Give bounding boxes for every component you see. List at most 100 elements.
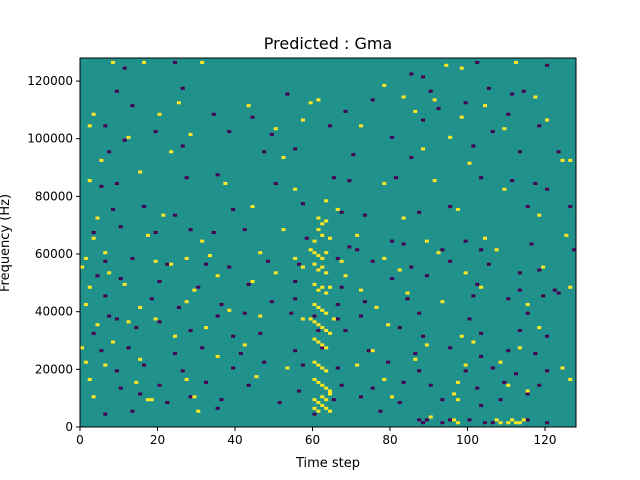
heatmap-cell-high (382, 83, 387, 87)
heatmap-cell-low (331, 176, 336, 180)
x-tick-label: 20 (150, 433, 165, 447)
heatmap-cell-high (246, 104, 251, 108)
heatmap-cell-low (238, 352, 243, 356)
heatmap-cell-high (324, 199, 329, 203)
y-tick-label: 40000 (35, 305, 73, 319)
heatmap-cell-low (293, 279, 298, 284)
heatmap-cell-low (107, 314, 112, 318)
heatmap-cell-high (455, 380, 460, 384)
heatmap-cell-low (498, 398, 503, 402)
heatmap-cell-low (273, 181, 278, 185)
heatmap-cell-low (215, 173, 220, 177)
heatmap-cell-high (184, 300, 189, 304)
heatmap-cell-high (169, 150, 174, 154)
heatmap-cell-high (459, 334, 464, 338)
heatmap-cell-low (211, 112, 216, 116)
heatmap-cell-low (227, 130, 232, 134)
heatmap-cell-high (459, 115, 464, 119)
heatmap-cell-low (180, 86, 185, 90)
heatmap-cell-high (312, 320, 317, 324)
heatmap-cell-low (153, 130, 158, 134)
heatmap-cell-high (328, 392, 333, 396)
heatmap-cell-high (254, 375, 259, 379)
heatmap-cell-high (517, 421, 522, 425)
heatmap-cell-high (200, 60, 205, 64)
heatmap-cell-low (370, 259, 375, 263)
heatmap-cell-low (149, 297, 154, 301)
heatmap-cell-high (80, 265, 85, 269)
heatmap-cell-high (312, 262, 317, 266)
heatmap-cell-low (521, 89, 526, 93)
heatmap-cell-high (510, 418, 515, 422)
heatmap-cells (80, 60, 577, 425)
heatmap-cell-low (300, 363, 305, 367)
heatmap-cell-high (320, 308, 325, 312)
heatmap-cell-low (486, 262, 491, 266)
x-tick-label: 0 (76, 433, 84, 447)
heatmap-cell-low (479, 331, 484, 335)
heatmap-cell-low (103, 294, 108, 298)
heatmap-cell-low (556, 291, 561, 295)
heatmap-cell-high (207, 254, 212, 258)
heatmap-cell-high (324, 311, 329, 315)
heatmap-cell-low (99, 184, 104, 188)
heatmap-cell-high (122, 282, 127, 286)
heatmap-cell-high (142, 60, 147, 64)
heatmap-cell-low (448, 346, 453, 350)
heatmap-cell-high (227, 308, 232, 312)
x-tick-label: 80 (382, 433, 397, 447)
heatmap-cell-low (525, 311, 530, 315)
heatmap-cell-low (312, 314, 317, 318)
heatmap-cell-high (359, 288, 364, 292)
heatmap-cell-low (91, 230, 96, 234)
heatmap-cell-low (475, 282, 480, 286)
heatmap-cell-high (215, 274, 220, 278)
heatmap-cell-low (463, 369, 468, 373)
heatmap-cell-low (533, 352, 538, 356)
heatmap-cell-high (424, 239, 429, 243)
heatmap-cell-low (467, 317, 472, 321)
heatmap-cell-low (118, 386, 123, 390)
x-axis: 0 20 40 60 80 100 120 (76, 427, 556, 447)
heatmap-cell-low (475, 386, 480, 390)
heatmap-cell-high (320, 326, 325, 330)
heatmap-cell-high (370, 349, 375, 353)
heatmap-cell-low (517, 328, 522, 333)
heatmap-cell-high (184, 377, 189, 382)
heatmap-cell-low (471, 294, 476, 298)
heatmap-cell-low (262, 150, 267, 154)
heatmap-cell-low (440, 398, 445, 402)
heatmap-cell-high (293, 256, 298, 260)
heatmap-cell-low (180, 144, 185, 148)
heatmap-cell-high (95, 323, 100, 327)
heatmap-cell-low (118, 225, 123, 229)
heatmap-cell-low (448, 205, 453, 209)
heatmap-cell-low (533, 181, 538, 185)
heatmap-cell-low (525, 418, 530, 422)
heatmap-cell-low (118, 277, 123, 281)
heatmap-cell-low (343, 109, 348, 113)
heatmap-cell-high (192, 288, 197, 292)
heatmap-cell-low (173, 60, 178, 64)
heatmap-cell-low (525, 205, 530, 209)
heatmap-cell-low (138, 392, 143, 396)
heatmap-cell-low (545, 369, 550, 373)
heatmap-cell-low (417, 369, 422, 373)
heatmap-cell-high (568, 158, 573, 162)
heatmap-cell-high (324, 369, 329, 373)
heatmap-cell-low (541, 294, 546, 298)
heatmap-cell-high (188, 132, 193, 136)
heatmap-cell-high (494, 248, 499, 252)
heatmap-cell-high (328, 389, 333, 393)
heatmap-cell-high (397, 268, 402, 272)
heatmap-cell-low (103, 412, 108, 416)
heatmap-cell-low (99, 349, 104, 353)
heatmap-cell-high (328, 285, 333, 289)
heatmap-cell-low (506, 297, 511, 301)
heatmap-cell-low (173, 213, 178, 217)
y-axis-label: Frequency (Hz) (0, 194, 13, 292)
heatmap-cell-low (289, 311, 294, 315)
heatmap-cell-high (308, 317, 313, 321)
heatmap-cell-low (215, 314, 220, 318)
heatmap-cell-high (324, 398, 329, 402)
